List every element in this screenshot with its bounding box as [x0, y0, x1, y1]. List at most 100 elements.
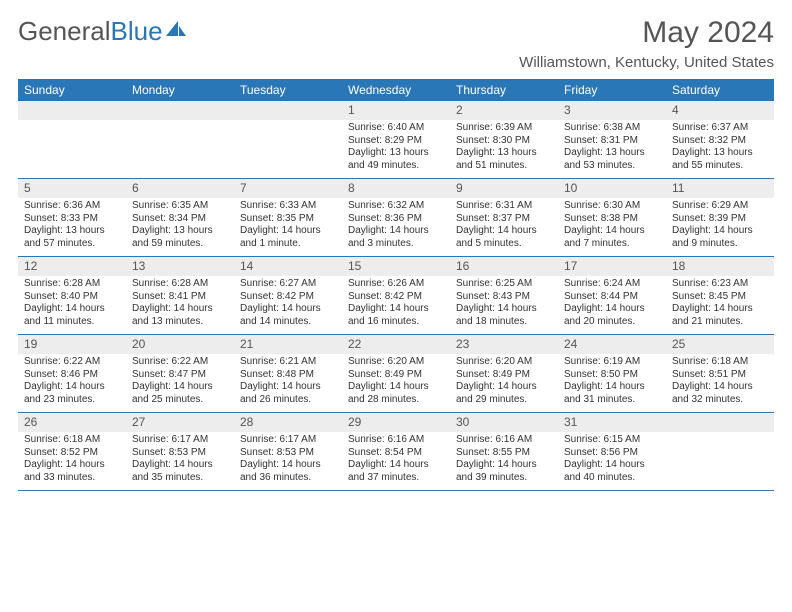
- sunrise-text: Sunrise: 6:30 AM: [564, 200, 660, 213]
- sunset-text: Sunset: 8:29 PM: [348, 135, 444, 148]
- sunset-text: Sunset: 8:33 PM: [24, 213, 120, 226]
- day-cell: [18, 101, 126, 178]
- day-number: 3: [558, 101, 666, 120]
- weekday-cell: Thursday: [450, 79, 558, 101]
- header-row: GeneralBlue May 2024: [18, 16, 774, 50]
- day-number: [234, 101, 342, 120]
- day-number: 25: [666, 335, 774, 354]
- weekday-cell: Monday: [126, 79, 234, 101]
- day-body: Sunrise: 6:36 AMSunset: 8:33 PMDaylight:…: [18, 198, 126, 256]
- sunset-text: Sunset: 8:49 PM: [456, 369, 552, 382]
- sunrise-text: Sunrise: 6:28 AM: [132, 278, 228, 291]
- sunset-text: Sunset: 8:41 PM: [132, 291, 228, 304]
- page-title: May 2024: [642, 16, 774, 50]
- sunrise-text: Sunrise: 6:22 AM: [132, 356, 228, 369]
- sunset-text: Sunset: 8:46 PM: [24, 369, 120, 382]
- day-number: 22: [342, 335, 450, 354]
- sunrise-text: Sunrise: 6:21 AM: [240, 356, 336, 369]
- sunset-text: Sunset: 8:53 PM: [132, 447, 228, 460]
- sunset-text: Sunset: 8:32 PM: [672, 135, 768, 148]
- sunset-text: Sunset: 8:36 PM: [348, 213, 444, 226]
- daylight-text: Daylight: 14 hours and 20 minutes.: [564, 303, 660, 328]
- day-number: 18: [666, 257, 774, 276]
- day-body: Sunrise: 6:22 AMSunset: 8:47 PMDaylight:…: [126, 354, 234, 412]
- week-row: 19Sunrise: 6:22 AMSunset: 8:46 PMDayligh…: [18, 335, 774, 413]
- day-number: [666, 413, 774, 432]
- sunset-text: Sunset: 8:35 PM: [240, 213, 336, 226]
- day-cell: 6Sunrise: 6:35 AMSunset: 8:34 PMDaylight…: [126, 179, 234, 256]
- week-row: 1Sunrise: 6:40 AMSunset: 8:29 PMDaylight…: [18, 101, 774, 179]
- sunrise-text: Sunrise: 6:32 AM: [348, 200, 444, 213]
- day-number: 30: [450, 413, 558, 432]
- day-cell: 12Sunrise: 6:28 AMSunset: 8:40 PMDayligh…: [18, 257, 126, 334]
- day-body: [234, 120, 342, 174]
- day-body: Sunrise: 6:33 AMSunset: 8:35 PMDaylight:…: [234, 198, 342, 256]
- sunrise-text: Sunrise: 6:39 AM: [456, 122, 552, 135]
- sunset-text: Sunset: 8:56 PM: [564, 447, 660, 460]
- sunset-text: Sunset: 8:37 PM: [456, 213, 552, 226]
- daylight-text: Daylight: 14 hours and 29 minutes.: [456, 381, 552, 406]
- day-body: Sunrise: 6:15 AMSunset: 8:56 PMDaylight:…: [558, 432, 666, 490]
- logo: GeneralBlue: [18, 16, 187, 47]
- logo-sail-icon: [165, 20, 187, 38]
- sunset-text: Sunset: 8:43 PM: [456, 291, 552, 304]
- daylight-text: Daylight: 13 hours and 57 minutes.: [24, 225, 120, 250]
- day-cell: 26Sunrise: 6:18 AMSunset: 8:52 PMDayligh…: [18, 413, 126, 490]
- sunset-text: Sunset: 8:53 PM: [240, 447, 336, 460]
- day-body: Sunrise: 6:16 AMSunset: 8:55 PMDaylight:…: [450, 432, 558, 490]
- day-cell: [666, 413, 774, 490]
- weekday-cell: Tuesday: [234, 79, 342, 101]
- sunrise-text: Sunrise: 6:15 AM: [564, 434, 660, 447]
- day-body: Sunrise: 6:37 AMSunset: 8:32 PMDaylight:…: [666, 120, 774, 178]
- day-number: 21: [234, 335, 342, 354]
- sunrise-text: Sunrise: 6:16 AM: [456, 434, 552, 447]
- weekday-cell: Wednesday: [342, 79, 450, 101]
- day-body: Sunrise: 6:18 AMSunset: 8:52 PMDaylight:…: [18, 432, 126, 490]
- calendar-grid: SundayMondayTuesdayWednesdayThursdayFrid…: [18, 79, 774, 491]
- day-body: [666, 432, 774, 486]
- day-number: [18, 101, 126, 120]
- day-cell: 25Sunrise: 6:18 AMSunset: 8:51 PMDayligh…: [666, 335, 774, 412]
- sunrise-text: Sunrise: 6:33 AM: [240, 200, 336, 213]
- daylight-text: Daylight: 14 hours and 16 minutes.: [348, 303, 444, 328]
- weekday-cell: Saturday: [666, 79, 774, 101]
- sunset-text: Sunset: 8:31 PM: [564, 135, 660, 148]
- day-body: Sunrise: 6:39 AMSunset: 8:30 PMDaylight:…: [450, 120, 558, 178]
- daylight-text: Daylight: 14 hours and 11 minutes.: [24, 303, 120, 328]
- daylight-text: Daylight: 14 hours and 23 minutes.: [24, 381, 120, 406]
- day-number: [126, 101, 234, 120]
- day-cell: 29Sunrise: 6:16 AMSunset: 8:54 PMDayligh…: [342, 413, 450, 490]
- day-cell: 3Sunrise: 6:38 AMSunset: 8:31 PMDaylight…: [558, 101, 666, 178]
- day-cell: [234, 101, 342, 178]
- sunset-text: Sunset: 8:55 PM: [456, 447, 552, 460]
- sunrise-text: Sunrise: 6:18 AM: [24, 434, 120, 447]
- weekday-header-row: SundayMondayTuesdayWednesdayThursdayFrid…: [18, 79, 774, 101]
- day-body: Sunrise: 6:25 AMSunset: 8:43 PMDaylight:…: [450, 276, 558, 334]
- day-body: Sunrise: 6:31 AMSunset: 8:37 PMDaylight:…: [450, 198, 558, 256]
- logo-text-blue: Blue: [111, 16, 163, 47]
- daylight-text: Daylight: 14 hours and 37 minutes.: [348, 459, 444, 484]
- sunrise-text: Sunrise: 6:36 AM: [24, 200, 120, 213]
- day-body: Sunrise: 6:20 AMSunset: 8:49 PMDaylight:…: [342, 354, 450, 412]
- sunset-text: Sunset: 8:52 PM: [24, 447, 120, 460]
- day-cell: 15Sunrise: 6:26 AMSunset: 8:42 PMDayligh…: [342, 257, 450, 334]
- daylight-text: Daylight: 14 hours and 33 minutes.: [24, 459, 120, 484]
- day-cell: 20Sunrise: 6:22 AMSunset: 8:47 PMDayligh…: [126, 335, 234, 412]
- day-cell: 18Sunrise: 6:23 AMSunset: 8:45 PMDayligh…: [666, 257, 774, 334]
- day-body: Sunrise: 6:29 AMSunset: 8:39 PMDaylight:…: [666, 198, 774, 256]
- sunrise-text: Sunrise: 6:31 AM: [456, 200, 552, 213]
- day-body: Sunrise: 6:28 AMSunset: 8:41 PMDaylight:…: [126, 276, 234, 334]
- sunrise-text: Sunrise: 6:27 AM: [240, 278, 336, 291]
- day-number: 26: [18, 413, 126, 432]
- day-cell: 13Sunrise: 6:28 AMSunset: 8:41 PMDayligh…: [126, 257, 234, 334]
- sunset-text: Sunset: 8:42 PM: [348, 291, 444, 304]
- day-cell: 27Sunrise: 6:17 AMSunset: 8:53 PMDayligh…: [126, 413, 234, 490]
- daylight-text: Daylight: 13 hours and 53 minutes.: [564, 147, 660, 172]
- daylight-text: Daylight: 14 hours and 3 minutes.: [348, 225, 444, 250]
- day-number: 2: [450, 101, 558, 120]
- daylight-text: Daylight: 14 hours and 40 minutes.: [564, 459, 660, 484]
- sunset-text: Sunset: 8:30 PM: [456, 135, 552, 148]
- day-number: 19: [18, 335, 126, 354]
- daylight-text: Daylight: 14 hours and 5 minutes.: [456, 225, 552, 250]
- sunrise-text: Sunrise: 6:17 AM: [240, 434, 336, 447]
